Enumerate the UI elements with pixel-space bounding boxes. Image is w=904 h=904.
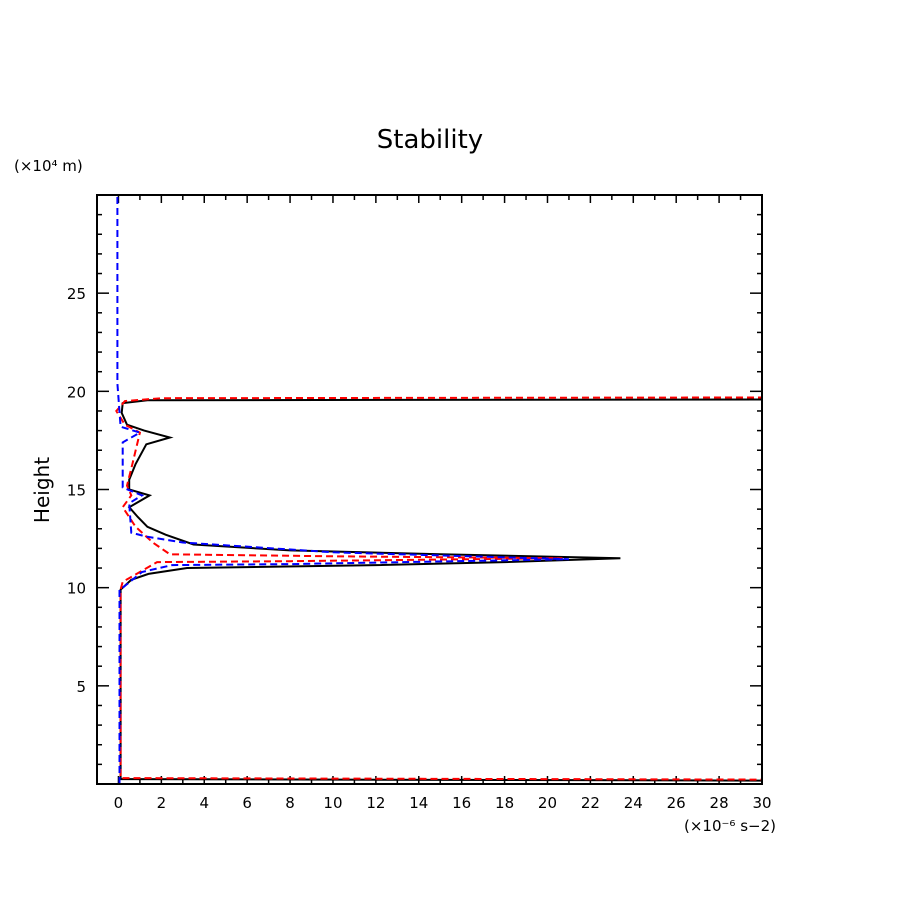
plot-frame: [96, 194, 763, 785]
x-tick-label: 12: [366, 794, 385, 812]
series-line-1: [115, 396, 762, 781]
x-tick-label: 14: [409, 794, 428, 812]
series-line-2: [116, 195, 569, 784]
x-tick-label: 6: [242, 794, 252, 812]
y-axis-label: Height: [30, 457, 54, 523]
x-tick-label: 10: [323, 794, 342, 812]
y-tick-label: 15: [67, 482, 86, 500]
x-tick-label: 0: [114, 794, 124, 812]
x-unit-label: (×10⁻⁶ s−2): [684, 817, 776, 835]
x-tick-label: 16: [452, 794, 471, 812]
y-tick-label: 10: [67, 580, 86, 598]
x-tick-label: 22: [581, 794, 600, 812]
x-tick-label: 30: [752, 794, 771, 812]
series-line-0: [119, 398, 762, 782]
x-tick-label: 28: [710, 794, 729, 812]
x-tick-label: 18: [495, 794, 514, 812]
y-tick-label: 20: [67, 383, 86, 401]
y-tick-label: 25: [67, 285, 86, 303]
series-group: [115, 195, 762, 784]
chart-title: Stability: [377, 125, 483, 155]
y-tick-label: 5: [76, 678, 86, 696]
x-tick-label: 8: [285, 794, 295, 812]
x-tick-label: 20: [538, 794, 557, 812]
x-tick-label: 4: [199, 794, 209, 812]
x-tick-label: 2: [157, 794, 167, 812]
x-tick-label: 26: [667, 794, 686, 812]
x-tick-label: 24: [624, 794, 643, 812]
y-unit-label: (×10⁴ m): [14, 157, 83, 175]
